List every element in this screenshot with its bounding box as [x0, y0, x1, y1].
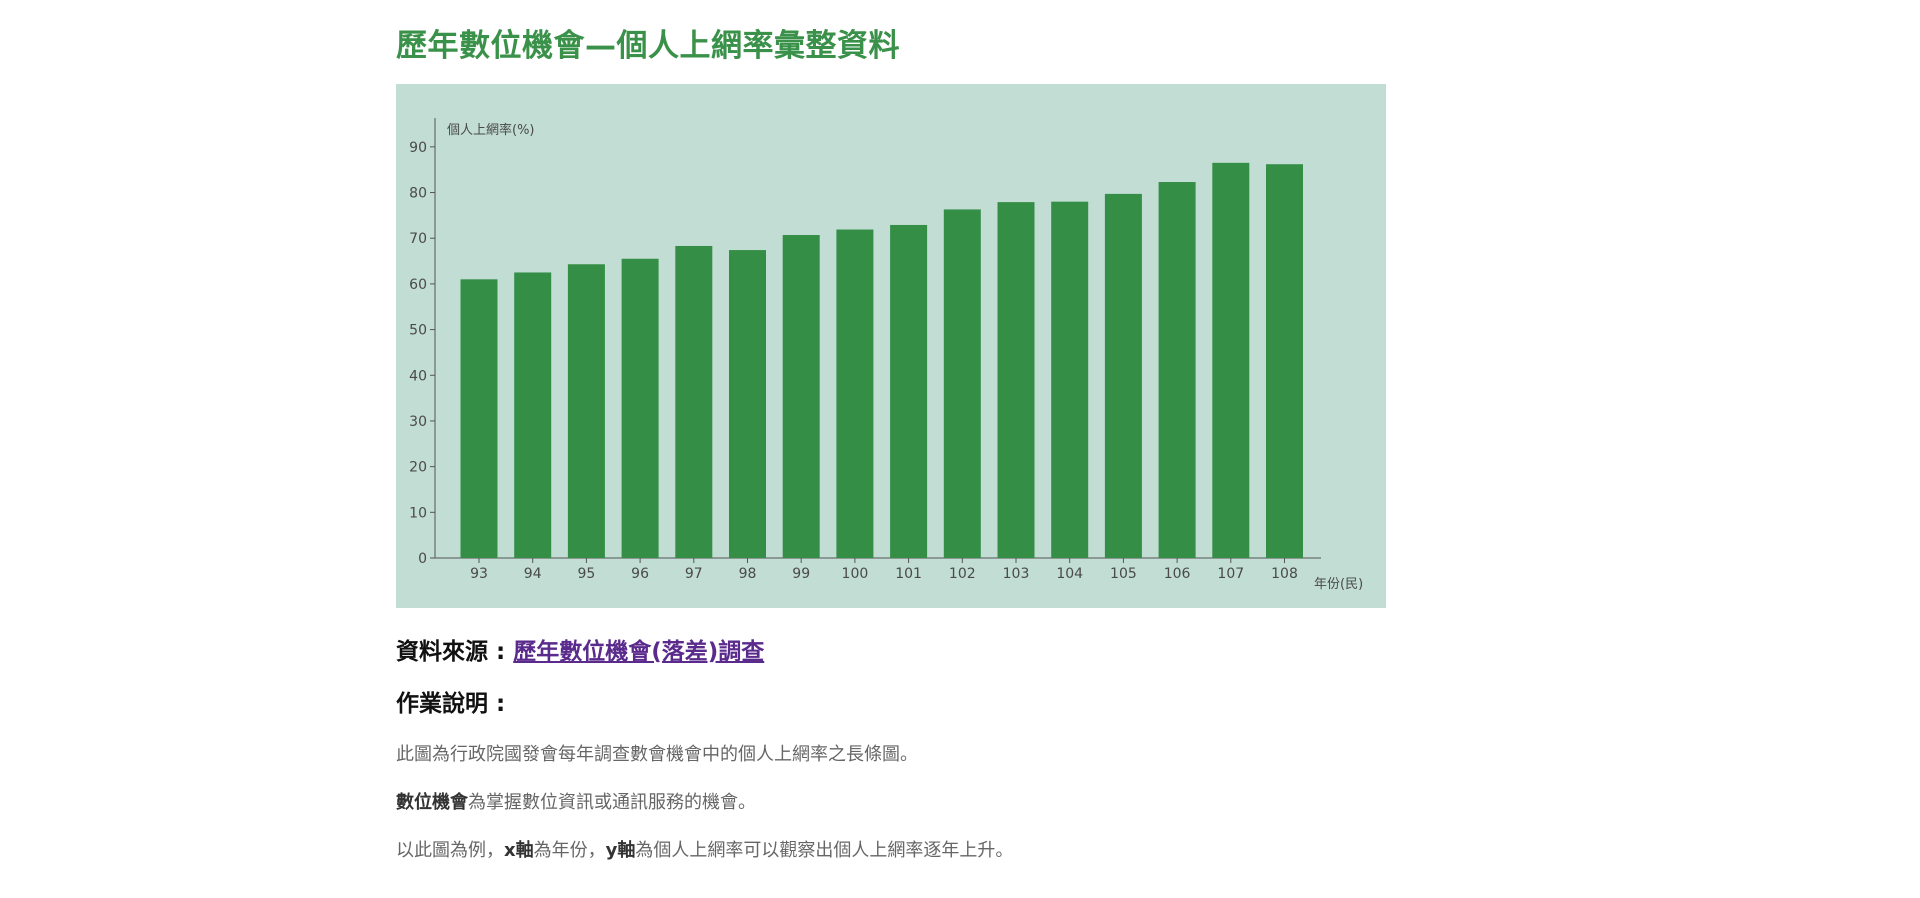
y-tick-label: 20 — [409, 460, 427, 476]
note-line-3-a: 以此圖為例， — [396, 840, 504, 861]
page-title: 歷年數位機會—個人上網率彙整資料 — [396, 28, 900, 64]
x-tick-label: 106 — [1164, 566, 1191, 582]
y-tick-label: 10 — [409, 505, 427, 521]
x-axis-label: 年份(民) — [1314, 577, 1363, 592]
bar-108 — [1266, 164, 1303, 559]
bar-99 — [782, 235, 820, 558]
x-tick-label: 108 — [1271, 566, 1298, 582]
bar-94 — [514, 272, 552, 558]
bar-107 — [1212, 162, 1250, 558]
bar-103 — [997, 202, 1035, 558]
x-tick-label: 99 — [792, 566, 810, 582]
note-y-axis-term: y軸 — [605, 840, 636, 861]
note-x-axis-term: x軸 — [504, 840, 534, 861]
x-tick-label: 102 — [949, 566, 976, 582]
x-tick-label: 94 — [524, 566, 542, 582]
x-tick-label: 107 — [1217, 566, 1244, 582]
y-tick-label: 60 — [409, 277, 427, 293]
x-tick-label: 93 — [470, 566, 488, 582]
y-tick-label: 90 — [409, 140, 427, 156]
x-tick-label: 103 — [1003, 566, 1030, 582]
bar-101 — [890, 224, 928, 559]
chart-panel: 0 10 20 30 40 50 60 70 80 90 93 94 95 96 97 98 99 100 101… — [396, 84, 1386, 608]
y-tick-label: 30 — [409, 414, 427, 430]
source-label: 資料來源 : — [396, 639, 514, 665]
x-tick-label: 97 — [685, 566, 703, 582]
note-line-3: 以此圖為例，x軸為年份，y軸為個人上網率可以觀察出個人上網率逐年上升。 — [396, 836, 1396, 862]
y-tick-label: 50 — [409, 323, 427, 339]
bar-95 — [567, 264, 605, 558]
x-tick-label: 101 — [895, 566, 922, 582]
bar-100 — [836, 229, 874, 559]
x-tick-label: 96 — [631, 566, 649, 582]
bar-105 — [1104, 193, 1142, 558]
x-axis: 93 94 95 96 97 98 99 100 101 102 103 104 105 106 107 10… — [435, 557, 1321, 582]
x-tick-label: 105 — [1110, 566, 1137, 582]
note-line-3-c: 為個人上網率可以觀察出個人上網率逐年上升。 — [635, 840, 1014, 861]
x-tick-label: 104 — [1056, 566, 1083, 582]
x-tick-label: 95 — [577, 566, 595, 582]
bar-102 — [943, 209, 981, 558]
bars — [460, 162, 1303, 559]
note-line-2: 數位機會為掌握數位資訊或通訊服務的機會。 — [396, 788, 1396, 814]
bar-98 — [729, 250, 766, 558]
y-tick-label: 0 — [418, 551, 427, 567]
source-line: 資料來源 : 歷年數位機會(落差)調查 — [396, 632, 1396, 666]
notes-heading: 作業說明 : — [396, 691, 506, 717]
x-tick-label: 100 — [842, 566, 869, 582]
bar-106 — [1158, 182, 1196, 558]
note-term-digital-opportunity: 數位機會 — [396, 792, 468, 813]
source-link[interactable]: 歷年數位機會(落差)調查 — [513, 639, 765, 665]
y-tick-label: 40 — [409, 368, 427, 384]
x-tick-label: 98 — [739, 566, 757, 582]
note-line-3-b: 為年份， — [533, 840, 606, 861]
y-tick-label: 80 — [409, 186, 427, 202]
bar-97 — [675, 245, 713, 558]
bar-104 — [1051, 201, 1089, 558]
note-line-1: 此圖為行政院國發會每年調查數會機會中的個人上網率之長條圖。 — [396, 744, 918, 765]
page-content: 歷年數位機會—個人上網率彙整資料 0 10 20 30 40 50 60 70 80 90 93 9… — [396, 0, 1396, 862]
note-line-2-text: 為掌握數位資訊或通訊服務的機會。 — [468, 792, 756, 813]
y-axis-label: 個人上網率(%) — [447, 122, 535, 138]
bar-chart: 0 10 20 30 40 50 60 70 80 90 93 94 95 96 97 98 99 100 101… — [409, 118, 1363, 592]
bar-96 — [621, 258, 659, 558]
y-axis: 0 10 20 30 40 50 60 70 80 90 — [409, 118, 436, 567]
y-tick-label: 70 — [409, 231, 427, 247]
bar-93 — [460, 279, 498, 558]
